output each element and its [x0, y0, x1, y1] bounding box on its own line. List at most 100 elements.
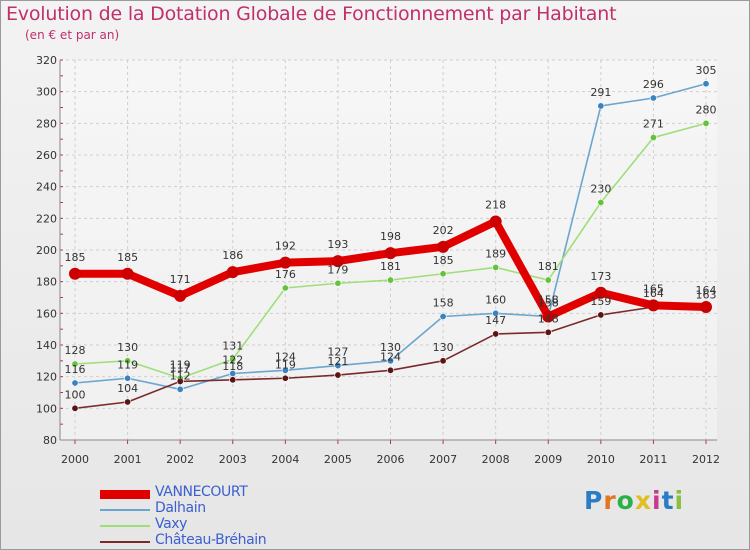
data-point — [597, 311, 605, 319]
y-tick-label: 260 — [36, 149, 57, 162]
data-label: 185 — [433, 254, 454, 267]
data-point — [334, 362, 342, 370]
data-point — [542, 310, 555, 323]
data-point — [437, 240, 450, 253]
data-point — [386, 366, 394, 374]
legend-swatch — [100, 490, 150, 499]
logo-letter: i — [674, 486, 685, 515]
data-label: 117 — [170, 361, 191, 374]
data-label: 119 — [117, 358, 138, 371]
data-point — [124, 374, 132, 382]
legend-label: VANNECOURT — [155, 484, 248, 500]
data-point — [281, 284, 289, 292]
proxiti-logo[interactable]: Proxiti — [584, 486, 684, 515]
data-label: 176 — [275, 268, 296, 281]
x-tick-label: 2002 — [166, 453, 194, 466]
data-label: 198 — [380, 230, 401, 243]
data-label: 100 — [65, 388, 86, 401]
data-label: 230 — [590, 183, 611, 196]
y-tick-label: 160 — [36, 307, 57, 320]
x-tick-label: 2003 — [219, 453, 247, 466]
data-point — [229, 376, 237, 384]
data-point — [649, 134, 657, 142]
data-point — [121, 267, 134, 280]
data-point — [229, 355, 237, 363]
y-tick-label: 240 — [36, 181, 57, 194]
data-point — [544, 328, 552, 336]
y-tick-label: 320 — [36, 54, 57, 67]
data-point — [492, 309, 500, 317]
legend-swatch — [100, 541, 150, 543]
data-label: 148 — [538, 312, 559, 325]
data-label: 124 — [275, 350, 296, 363]
x-tick-label: 2011 — [639, 453, 667, 466]
data-label: 159 — [590, 295, 611, 308]
data-label: 118 — [222, 360, 243, 373]
data-point — [124, 398, 132, 406]
data-point — [386, 357, 394, 365]
data-point — [281, 374, 289, 382]
data-label: 181 — [538, 260, 559, 273]
data-label: 305 — [696, 64, 717, 77]
data-point — [71, 379, 79, 387]
data-point — [492, 263, 500, 271]
data-label: 112 — [170, 369, 191, 382]
x-tick-label: 2009 — [534, 453, 562, 466]
data-point — [700, 301, 712, 313]
data-point — [439, 357, 447, 365]
data-label: 124 — [380, 350, 401, 363]
data-label: 193 — [327, 238, 348, 251]
data-label: 128 — [65, 344, 86, 357]
y-tick-label: 120 — [36, 371, 57, 384]
data-point — [226, 266, 239, 279]
data-point — [594, 286, 607, 299]
data-point — [176, 377, 184, 385]
data-label: 116 — [65, 363, 86, 376]
logo-letter: i — [652, 486, 662, 515]
data-label: 163 — [696, 289, 717, 302]
data-label: 186 — [222, 249, 243, 262]
x-tick-label: 2012 — [692, 453, 720, 466]
y-tick-label: 100 — [36, 402, 57, 415]
data-point — [597, 199, 605, 207]
data-point — [71, 404, 79, 412]
data-point — [124, 357, 132, 365]
data-point — [439, 270, 447, 278]
logo-letter: x — [634, 486, 652, 515]
y-tick-label: 200 — [36, 244, 57, 257]
data-point — [702, 80, 710, 88]
data-point — [439, 312, 447, 320]
data-label: 130 — [117, 341, 138, 354]
legend-label: Château-Bréhain — [155, 532, 267, 548]
y-tick-label: 180 — [36, 276, 57, 289]
data-label: 218 — [485, 199, 506, 212]
data-point — [492, 330, 500, 338]
x-tick-label: 2006 — [377, 453, 405, 466]
x-tick-label: 2010 — [587, 453, 615, 466]
series-vannecourt — [69, 215, 712, 323]
y-tick-label: 280 — [36, 117, 57, 130]
data-label: 181 — [380, 260, 401, 273]
chart-title: Evolution de la Dotation Globale de Fonc… — [6, 3, 617, 25]
data-point — [279, 256, 292, 269]
data-point — [334, 279, 342, 287]
logo-letter: t — [661, 486, 675, 515]
data-label: 164 — [643, 287, 664, 300]
x-tick-label: 2001 — [114, 453, 142, 466]
x-tick-label: 2008 — [482, 453, 510, 466]
data-label: 171 — [170, 273, 191, 286]
data-label: 158 — [433, 297, 454, 310]
data-label: 280 — [696, 103, 717, 116]
data-point — [281, 366, 289, 374]
data-point — [386, 276, 394, 284]
data-label: 179 — [327, 263, 348, 276]
data-label: 122 — [222, 354, 243, 367]
data-point — [71, 360, 79, 368]
legend-label: Dalhain — [155, 500, 206, 516]
x-tick-label: 2005 — [324, 453, 352, 466]
data-label: 185 — [65, 251, 86, 264]
data-label: 119 — [170, 358, 191, 371]
x-tick-label: 2004 — [271, 453, 299, 466]
legend-label: Vaxy — [155, 516, 188, 532]
data-point — [649, 94, 657, 102]
